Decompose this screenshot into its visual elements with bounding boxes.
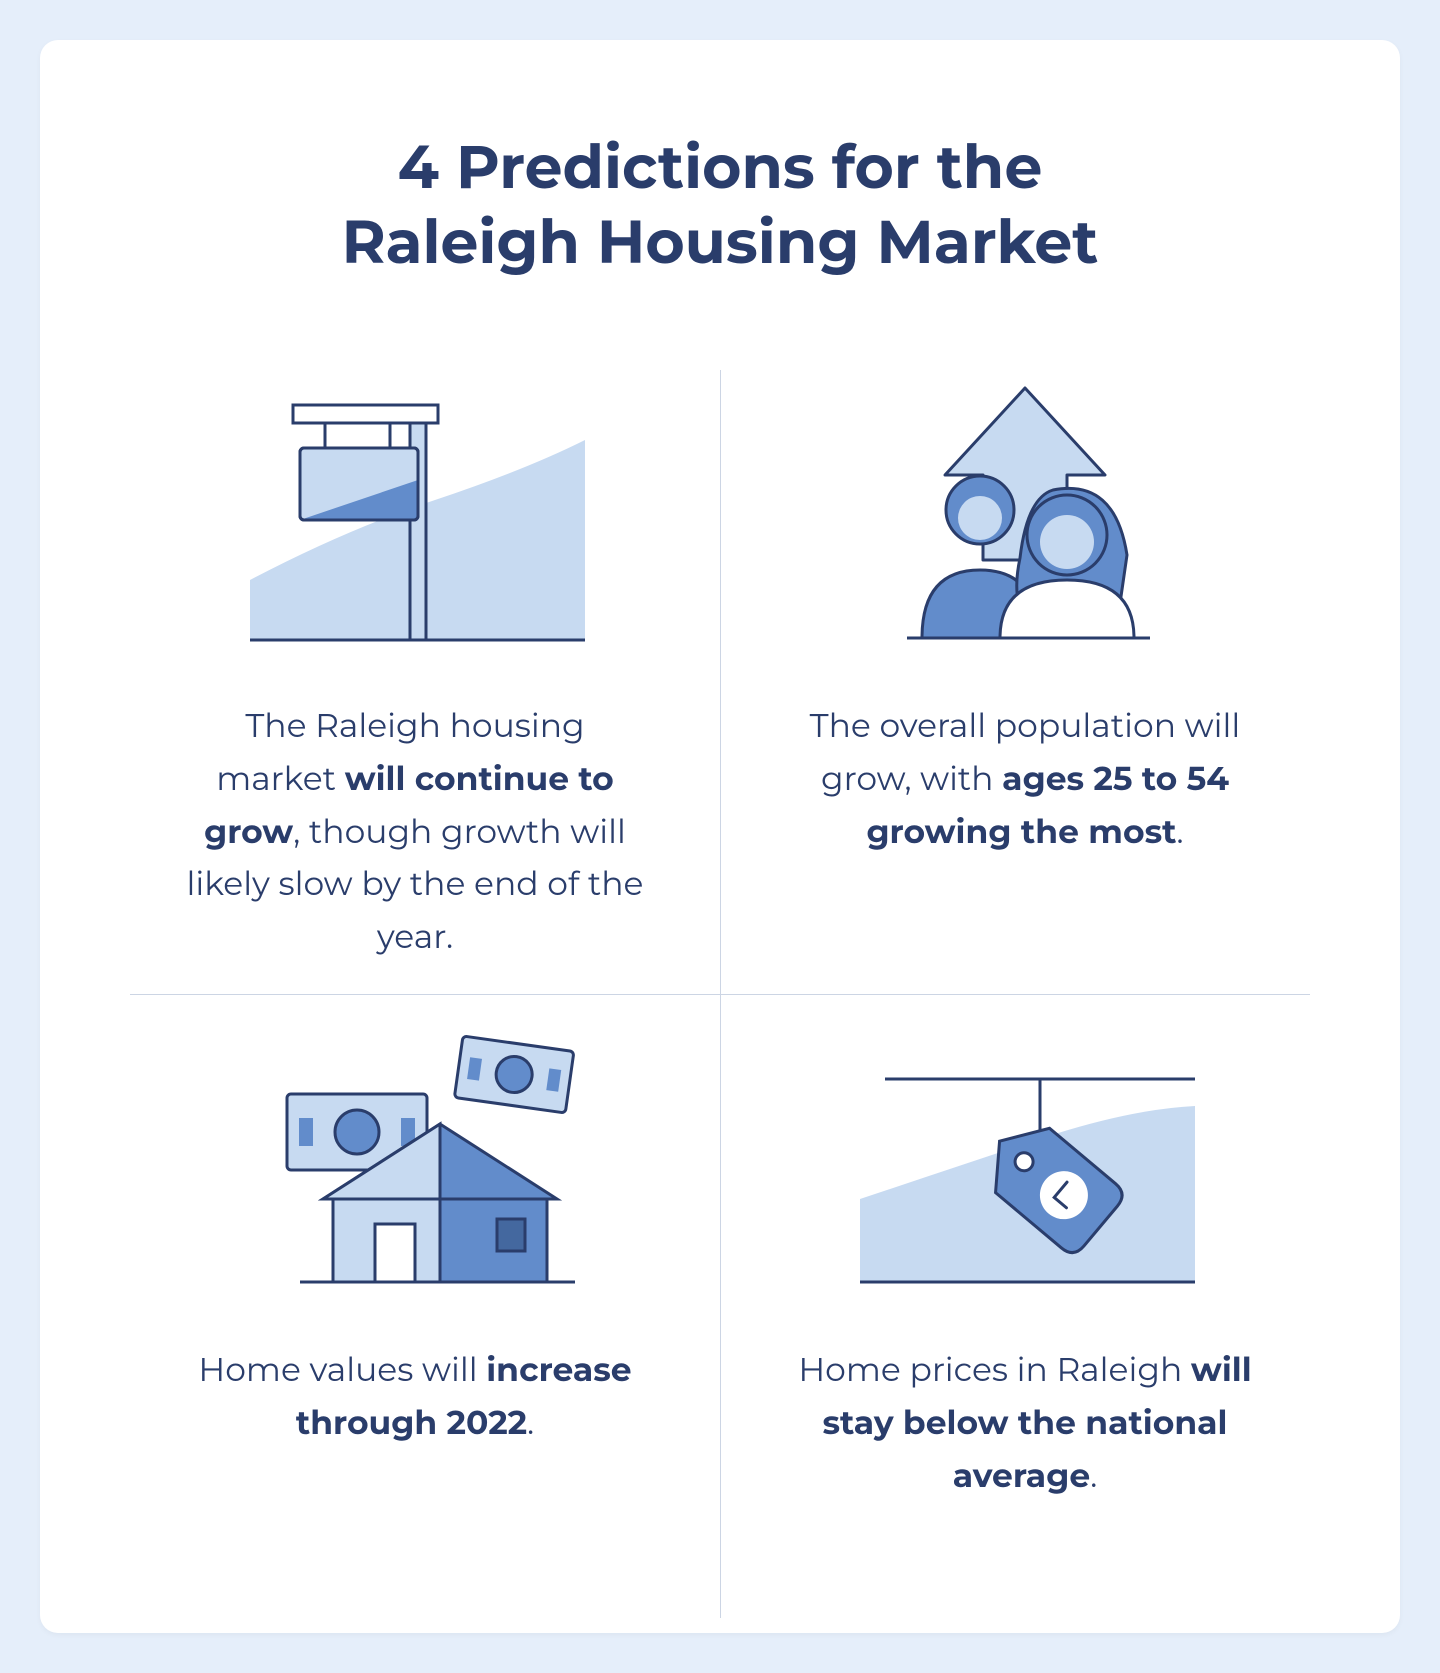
page-title: 4 Predictions for the Raleigh Housing Ma…	[110, 130, 1330, 280]
population-up-icon	[815, 380, 1235, 660]
prediction-caption: Home prices in Raleigh will stay below t…	[795, 1344, 1255, 1502]
prediction-grid: The Raleigh housing market will continue…	[110, 350, 1330, 1638]
prediction-cell: Home prices in Raleigh will stay below t…	[720, 994, 1330, 1638]
prediction-cell: Home values will increase through 2022.	[110, 994, 720, 1638]
prediction-cell: The Raleigh housing market will continue…	[110, 350, 720, 994]
sign-growth-icon	[205, 380, 625, 660]
house-money-icon	[205, 1024, 625, 1304]
title-line-1: 4 Predictions for the	[398, 131, 1043, 204]
infographic-card: 4 Predictions for the Raleigh Housing Ma…	[40, 40, 1400, 1633]
prediction-caption: The Raleigh housing market will continue…	[185, 700, 645, 964]
prediction-cell: The overall population will grow, with a…	[720, 350, 1330, 994]
prediction-caption: The overall population will grow, with a…	[795, 700, 1255, 858]
prediction-caption: Home values will increase through 2022.	[185, 1344, 645, 1450]
price-tag-curve-icon	[815, 1024, 1235, 1304]
title-line-2: Raleigh Housing Market	[342, 206, 1099, 279]
